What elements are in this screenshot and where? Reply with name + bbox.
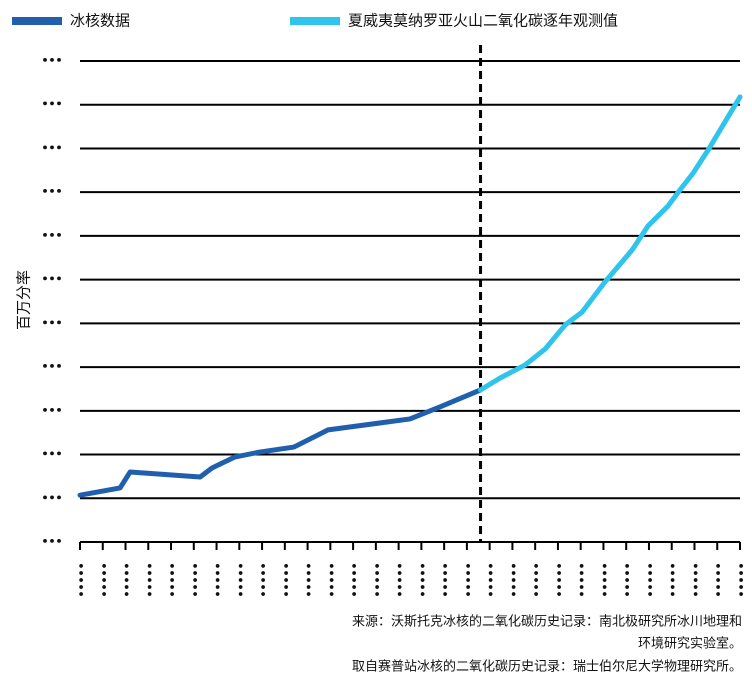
y-tick-label: ••• [41,491,62,504]
y-axis-label: 百万分率 [15,270,33,330]
x-tick-label: ••••• [529,562,542,597]
x-tick-label: ••••• [666,562,679,597]
x-tick-label: ••••• [597,562,610,597]
legend-label: 冰核数据 [70,12,130,30]
x-tick-label: ••••• [643,562,656,597]
x-tick-label: ••••• [120,562,133,597]
x-tick-label: ••••• [393,562,406,597]
x-tick-label: ••••• [256,562,269,597]
source-note: 取自赛普站冰核的二氧化碳历史记录：瑞士伯尔尼大学物理研究所。 [352,659,742,675]
y-tick-label: ••• [41,273,62,286]
y-tick-label: ••• [41,141,62,154]
x-tick-label: ••••• [506,562,519,597]
x-tick-label: ••••• [575,562,588,597]
legend-label: 夏威夷莫纳罗亚火山二氧化碳逐年观测值 [348,12,618,30]
y-tick-label: ••• [41,98,62,111]
y-tick-label: ••• [41,535,62,548]
y-tick-label: ••• [41,448,62,461]
data-line [77,387,484,498]
x-tick-label: ••••• [620,562,633,597]
x-tick-label: ••••• [233,562,246,597]
x-tick-label: ••••• [279,562,292,597]
x-tick-label: ••••• [142,562,155,597]
x-tick-label: ••••• [552,562,565,597]
x-tick-label: ••••• [74,562,87,597]
x-tick-label: ••••• [734,562,747,597]
x-tick-label: ••••• [188,562,201,597]
x-tick-label: ••••• [324,562,337,597]
x-tick-label: ••••• [370,562,383,597]
x-tick-label: ••••• [211,562,224,597]
data-line [478,94,743,393]
x-tick-label: ••••• [165,562,178,597]
y-tick-label: ••• [41,360,62,373]
x-tick-label: ••••• [484,562,497,597]
x-tick-label: ••••• [97,562,110,597]
source-note: 来源：沃斯托克冰核的二氧化碳历史记录：南北极研究所冰川地理和 [352,614,742,630]
y-tick-label: ••• [41,54,62,67]
y-tick-label: ••• [41,229,62,242]
y-tick-label: ••• [41,316,62,329]
x-tick-label: ••••• [688,562,701,597]
x-tick-label: ••••• [711,562,724,597]
x-tick-label: ••••• [302,562,315,597]
y-tick-label: ••• [41,404,62,417]
x-tick-label: ••••• [461,562,474,597]
x-tick-label: ••••• [438,562,451,597]
x-tick-label: ••••• [415,562,428,597]
x-tick-label: ••••• [347,562,360,597]
y-tick-label: ••• [41,185,62,198]
source-note: 环境研究实验室。 [638,636,742,652]
